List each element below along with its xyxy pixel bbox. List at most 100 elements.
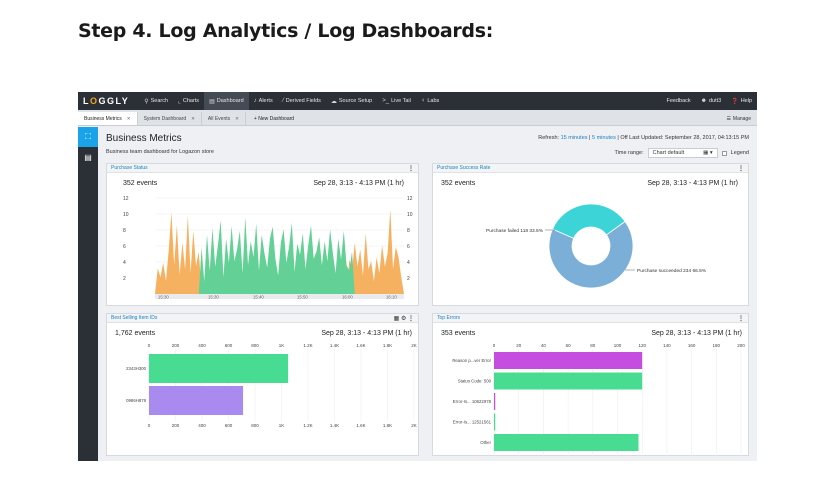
bar — [494, 393, 496, 410]
x-tick-label-top: 1.2K — [303, 343, 312, 348]
category-label: 0986H878 — [126, 398, 146, 403]
x-tick-label: 15:50 — [297, 294, 308, 299]
panel-title[interactable]: Purchase Success Rate — [437, 165, 491, 171]
x-tick-label-top: 120 — [638, 343, 646, 348]
x-tick-label-top: 1.6K — [356, 343, 365, 348]
panel-title[interactable]: Best Selling Item IDs — [111, 315, 158, 321]
x-tick-label-top: 800 — [251, 343, 259, 348]
nav-derived-fields[interactable]: ⁄ Derived Fields — [282, 98, 321, 104]
x-tick-label-top: 1K — [279, 343, 285, 348]
x-tick-label-bottom: 200 — [172, 423, 180, 428]
time-range-select[interactable]: Chart default ▦ ▾ — [647, 148, 718, 158]
x-tick-label-top: 20 — [516, 343, 522, 348]
close-icon[interactable]: ✕ — [191, 115, 195, 121]
calendar-icon[interactable]: ▦ — [393, 315, 400, 322]
article-title: Step 4. Log Analytics / Log Dashboards: — [78, 20, 494, 42]
legend-checkbox[interactable] — [721, 150, 727, 156]
y-tick-label: 4 — [123, 260, 126, 266]
panel-title[interactable]: Top Errors — [437, 315, 461, 321]
y-tick-label-right: 8 — [407, 228, 410, 234]
list-icon: ☰ — [726, 115, 731, 122]
panel-toolbar: ▦ ⚙ ⋮ — [394, 315, 414, 322]
x-tick-label-bottom: 600 — [225, 423, 233, 428]
panel-title[interactable]: Purchase Status — [111, 165, 148, 171]
category-label: Status Code: 500 — [458, 379, 492, 384]
lightbulb-icon: ♀ — [420, 98, 426, 104]
nav-source-setup[interactable]: ☁ Source Setup — [330, 98, 373, 105]
x-tick-label-bottom: 800 — [251, 423, 259, 428]
y-tick-label-right: 6 — [407, 244, 410, 250]
tab-business-metrics[interactable]: Business Metrics ✕ — [78, 112, 138, 125]
panel-top-errors: Top Errors ⋮ 353 events Sep 28, 3:13 - 4:… — [432, 313, 749, 456]
expand-icon[interactable]: ⛶ — [78, 127, 98, 147]
dashboard-tab-bar: Business Metrics ✕ System Dashboard ✕ All … — [78, 110, 757, 126]
time-range-label: Sep 28, 3:13 - 4:13 PM (1 hr) — [647, 180, 738, 187]
dashboard-content: Business Metrics Business team dashboard… — [98, 127, 757, 461]
help-link[interactable]: ❓ Help — [731, 98, 752, 105]
x-tick-label: 15:30 — [158, 294, 169, 299]
panel-menu-icon[interactable]: ⋮ — [738, 315, 744, 322]
y-tick-label: 12 — [123, 196, 129, 202]
event-count: 352 events — [123, 180, 158, 187]
chart-icon: ⌞ — [178, 98, 181, 105]
nav-alerts[interactable]: ♪ Alerts — [253, 98, 273, 104]
close-icon[interactable]: ✕ — [126, 115, 131, 121]
new-dashboard-button[interactable]: + New Dashboard — [253, 115, 295, 122]
x-tick-label-top: 180 — [713, 343, 721, 348]
x-tick-label: 15:30 — [208, 294, 219, 299]
x-tick-label-top: 400 — [198, 343, 206, 348]
x-tick-label-top: 2K — [411, 343, 417, 348]
x-tick-label-top: 40 — [541, 343, 547, 348]
purchase-success-donut-chart: Purchase failed 118 33.5% Purchase succee… — [486, 203, 707, 289]
bar — [494, 434, 639, 451]
tab-system-dashboard[interactable]: System Dashboard ✕ — [138, 112, 202, 125]
x-tick-label-bottom: 1.2K — [303, 423, 312, 428]
panel-menu-icon[interactable]: ⋮ — [408, 315, 414, 322]
y-tick-label: 10 — [123, 212, 129, 218]
nav-search[interactable]: ⚲ Search — [144, 98, 169, 105]
y-tick-label: 2 — [123, 276, 126, 282]
loggly-screenshot: LOGGLY ⚲ Search ⌞ Charts ▤ Dashboard ♪ Alert… — [78, 92, 757, 461]
top-errors-bar-chart: 0020204040606080801001001201201401401601… — [452, 343, 745, 456]
nav-labs[interactable]: ♀ Labs — [420, 98, 440, 104]
panels-icon[interactable]: ▤ — [84, 152, 92, 162]
event-count: 352 events — [441, 180, 476, 187]
x-axis-band — [155, 294, 404, 299]
left-sidebar: ⛶ ▤ — [78, 127, 98, 461]
time-range-controls: Time range: Chart default ▦ ▾ Legend — [614, 148, 749, 158]
category-label: Error-Is... 12521561 — [453, 420, 492, 425]
x-tick-label-top: 160 — [688, 343, 696, 348]
time-range-label: Sep 28, 3:13 - 4:13 PM (1 hr) — [313, 180, 404, 187]
bar — [149, 386, 244, 415]
x-tick-label-top: 0 — [493, 343, 496, 348]
tab-all-events[interactable]: All Events ✕ — [202, 112, 246, 125]
x-tick-label-bottom: 0 — [148, 423, 151, 428]
bar — [494, 352, 643, 369]
best-selling-bar-chart: 0 0 200 200 400 400 600 600 800 800 1K 1K 1.2K 1.2K 1.… — [126, 343, 417, 428]
feedback-link[interactable]: Feedback — [666, 98, 691, 104]
x-tick-label-bottom: 1.4K — [330, 423, 339, 428]
page-title: Business Metrics — [106, 133, 182, 144]
y-tick-label-right: 12 — [407, 196, 413, 202]
user-menu[interactable]: ☻ dutt3 — [700, 98, 722, 104]
refresh-5-link[interactable]: 5 minutes — [592, 135, 616, 141]
x-tick-label-top: 100 — [614, 343, 622, 348]
nav-live-tail[interactable]: >_ Live Tail — [382, 98, 411, 104]
loggly-logo[interactable]: LOGGLY — [83, 96, 130, 106]
y-tick-label-right: 10 — [407, 212, 413, 218]
gear-icon[interactable]: ⚙ — [400, 315, 407, 322]
x-tick-label-top: 1.4K — [330, 343, 339, 348]
bar — [149, 354, 289, 383]
close-icon[interactable]: ✕ — [235, 115, 239, 121]
x-tick-label-top: 200 — [172, 343, 180, 348]
slice-label-failed: Purchase failed 118 33.5% — [486, 228, 544, 234]
x-tick-label: 16:00 — [342, 294, 353, 299]
manage-button[interactable]: ☰ Manage — [726, 115, 751, 122]
refresh-off-link[interactable]: Off — [620, 135, 628, 141]
nav-charts[interactable]: ⌞ Charts — [178, 98, 200, 105]
y-tick-label: 6 — [123, 244, 126, 250]
nav-dashboard[interactable]: ▤ Dashboard — [204, 92, 249, 110]
panel-menu-icon[interactable]: ⋮ — [738, 165, 744, 172]
refresh-15-link[interactable]: 15 minutes — [560, 135, 588, 141]
panel-menu-icon[interactable]: ⋮ — [408, 165, 414, 172]
